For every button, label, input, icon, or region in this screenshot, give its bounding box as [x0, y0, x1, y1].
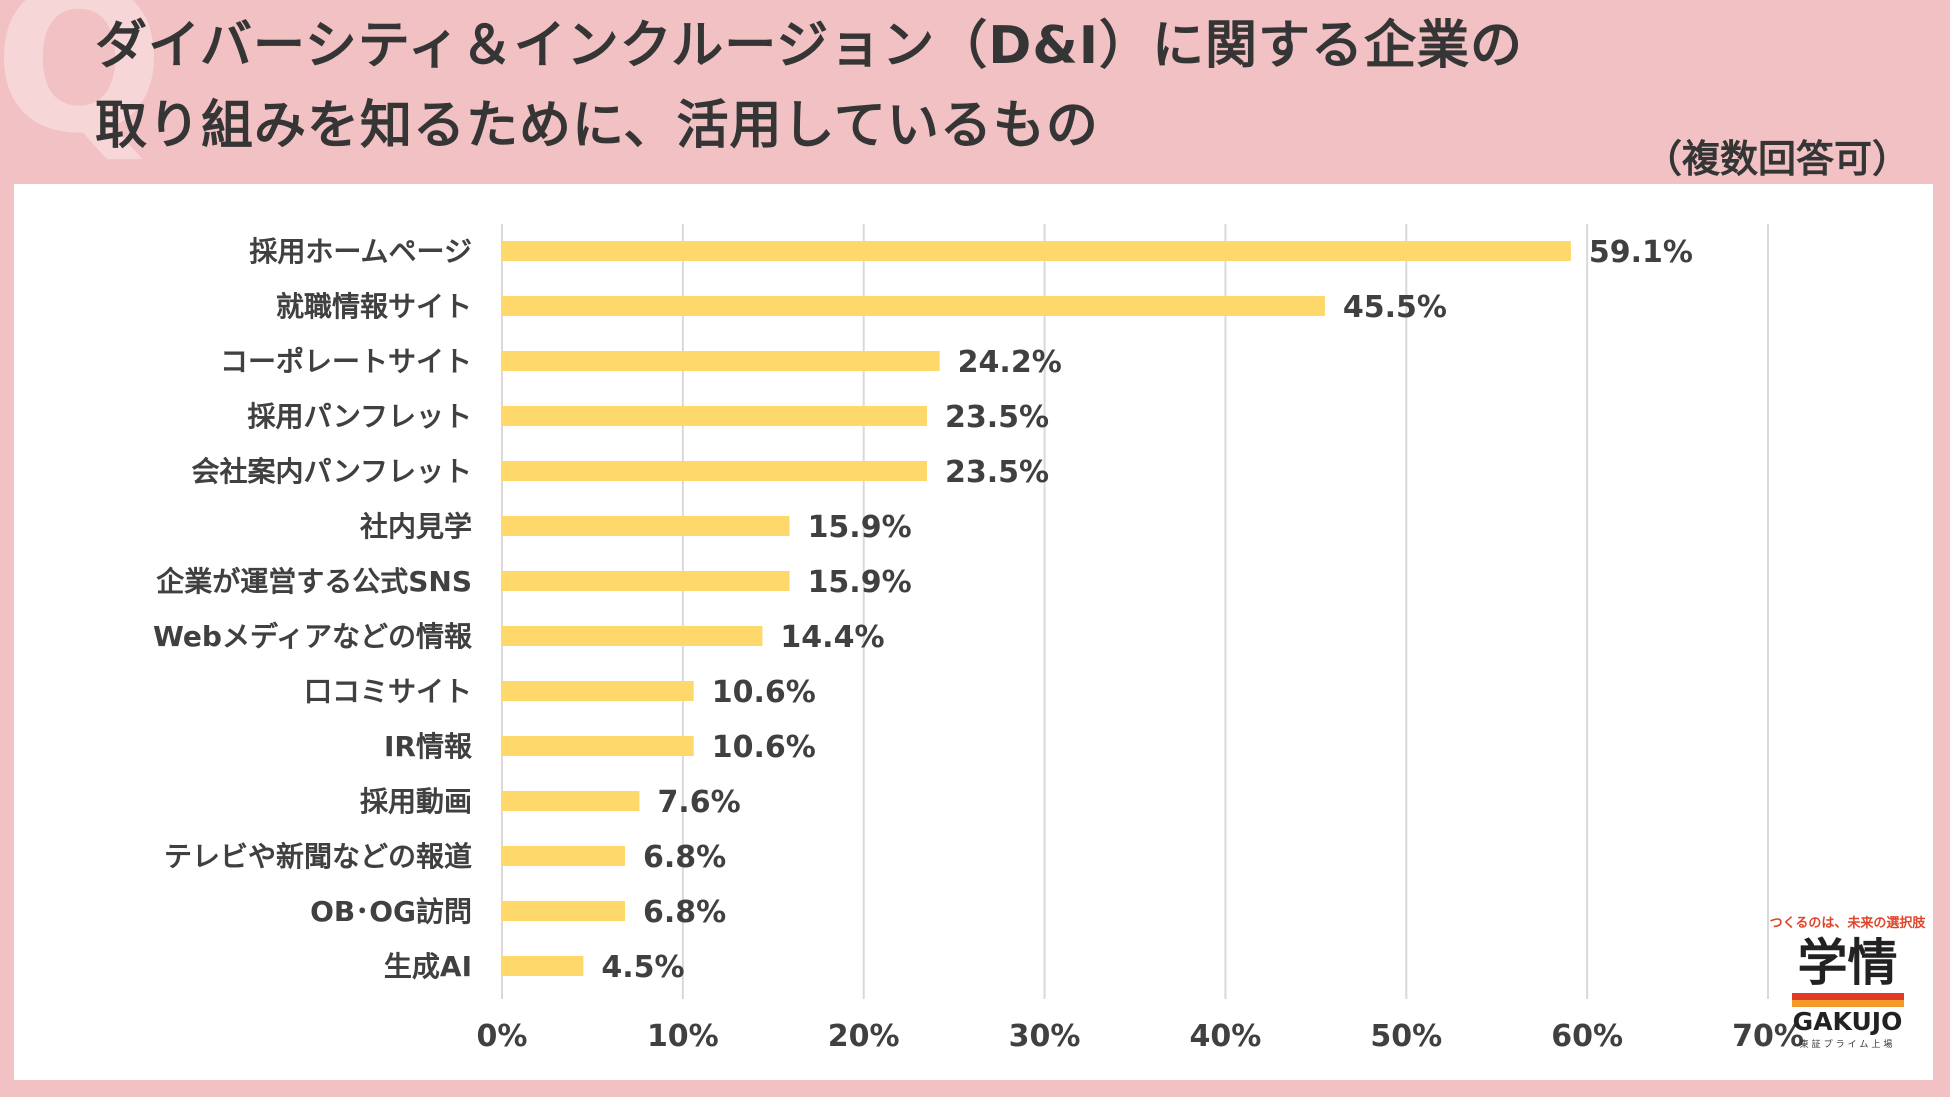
- data-label: 4.5%: [601, 950, 684, 985]
- data-label: 7.6%: [657, 785, 740, 820]
- data-label: 15.9%: [808, 565, 912, 600]
- x-tick-label: 0%: [477, 1019, 528, 1054]
- category-label: 採用ホームページ: [249, 235, 472, 268]
- category-label: 口コミサイト: [304, 675, 472, 708]
- bar: [502, 571, 790, 591]
- x-tick-label: 40%: [1190, 1019, 1262, 1054]
- x-tick-label: 20%: [828, 1019, 900, 1054]
- data-label: 10.6%: [712, 730, 816, 765]
- multiple-answers-note: （複数回答可）: [1644, 128, 1910, 183]
- data-label: 23.5%: [945, 400, 1049, 435]
- bar: [502, 241, 1571, 261]
- x-tick-label: 10%: [647, 1019, 719, 1054]
- x-tick-label: 50%: [1370, 1019, 1442, 1054]
- category-label: 社内見学: [360, 510, 472, 543]
- bar: [502, 351, 940, 371]
- bar: [502, 461, 927, 481]
- bar: [502, 846, 625, 866]
- data-label: 59.1%: [1589, 235, 1693, 270]
- data-label: 23.5%: [945, 455, 1049, 490]
- brand-kanji: 学情: [1765, 935, 1930, 991]
- data-label: 24.2%: [958, 345, 1062, 380]
- brand-name: GAKUJO: [1765, 1007, 1930, 1037]
- bar: [502, 736, 694, 756]
- brand-subtitle: 東証プライム上場: [1765, 1037, 1930, 1050]
- category-label: 企業が運営する公式SNS: [156, 565, 472, 598]
- page-title: ダイバーシティ＆インクルージョン（D&I）に関する企業の 取り組みを知るために、…: [95, 6, 1855, 166]
- category-label: テレビや新聞などの報道: [164, 840, 472, 873]
- category-label: OB･OG訪問: [310, 895, 472, 928]
- gakujo-logo: つくるのは、未来の選択肢 学情 GAKUJO 東証プライム上場: [1765, 912, 1930, 1072]
- bar: [502, 406, 927, 426]
- x-tick-label: 30%: [1009, 1019, 1081, 1054]
- bar: [502, 626, 762, 646]
- chart-panel: 0% 10% 20% 30% 40% 50% 60% 70% 採用ホームページ 59.1% 就職情報…: [14, 184, 1933, 1080]
- bar: [502, 296, 1325, 316]
- x-tick-label: 60%: [1551, 1019, 1623, 1054]
- category-label: 就職情報サイト: [276, 290, 472, 323]
- brand-tagline: つくるのは、未来の選択肢: [1765, 912, 1930, 931]
- brand-color-bar: [1792, 993, 1904, 1007]
- data-label: 14.4%: [780, 620, 884, 655]
- category-label: 採用動画: [360, 785, 472, 818]
- category-label: 会社案内パンフレット: [191, 455, 472, 488]
- category-label: 採用パンフレット: [247, 400, 472, 433]
- bar: [502, 901, 625, 921]
- data-label: 6.8%: [643, 895, 726, 930]
- bar: [502, 681, 694, 701]
- bar-chart: 0% 10% 20% 30% 40% 50% 60% 70%採用ホームページ 59.1%就職情報…: [14, 184, 1933, 1080]
- category-label: 生成AI: [384, 950, 472, 983]
- data-label: 45.5%: [1343, 290, 1447, 325]
- data-label: 6.8%: [643, 840, 726, 875]
- bar: [502, 791, 639, 811]
- title-line-1: ダイバーシティ＆インクルージョン（D&I）に関する企業の: [95, 6, 1855, 86]
- category-label: コーポレートサイト: [220, 345, 472, 378]
- title-line-2: 取り組みを知るために、活用しているもの: [95, 86, 1855, 166]
- category-label: Webメディアなどの情報: [153, 620, 473, 653]
- data-label: 15.9%: [808, 510, 912, 545]
- data-label: 10.6%: [712, 675, 816, 710]
- category-label: IR情報: [384, 730, 473, 763]
- bar: [502, 956, 583, 976]
- bar: [502, 516, 790, 536]
